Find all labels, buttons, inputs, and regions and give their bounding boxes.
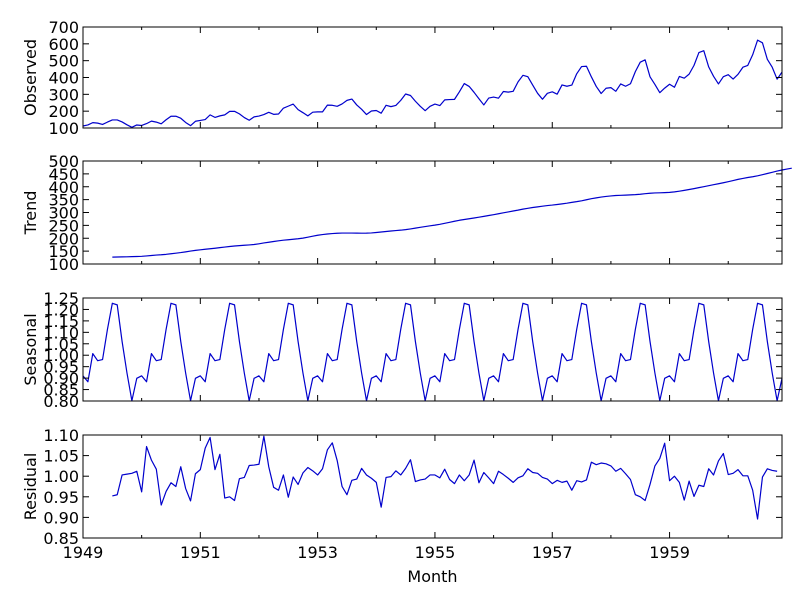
y-tick-label: 450 — [48, 165, 79, 184]
y-tick-label: 0.95 — [43, 358, 79, 377]
y-tick-label: 200 — [48, 102, 79, 121]
y-tick-label: 400 — [48, 178, 79, 197]
y-tick-label: 1.00 — [43, 467, 79, 486]
plot-frame — [82, 297, 783, 402]
y-tick-label: 500 — [48, 152, 79, 171]
series-line-residual — [112, 435, 778, 520]
y-tick-label: 200 — [48, 229, 79, 248]
x-tick-label: 1959 — [649, 543, 690, 562]
y-tick-label: 700 — [48, 18, 79, 37]
y-axis-label: Observed — [21, 39, 40, 116]
y-tick-label: 100 — [48, 119, 79, 138]
y-tick-label: 0.95 — [43, 488, 79, 507]
y-tick-label: 150 — [48, 242, 79, 261]
y-tick-label: 1.05 — [43, 447, 79, 466]
plot-frame — [82, 160, 783, 265]
y-tick-label: 600 — [48, 35, 79, 54]
y-tick-label: 500 — [48, 52, 79, 71]
y-tick-label: 1.25 — [43, 289, 79, 308]
y-axis-label: Trend — [21, 191, 40, 236]
y-tick-label: 1.05 — [43, 335, 79, 354]
y-tick-label: 400 — [48, 69, 79, 88]
y-tick-label: 1.10 — [43, 426, 79, 445]
series-line-seasonal — [82, 302, 783, 402]
y-tick-label: 0.85 — [43, 381, 79, 400]
series-line-observed — [82, 39, 783, 128]
y-tick-label: 1.20 — [43, 300, 79, 319]
y-tick-label: 1.15 — [43, 312, 79, 331]
y-tick-label: 1.10 — [43, 323, 79, 342]
y-axis-label: Seasonal — [21, 313, 40, 385]
y-tick-label: 0.85 — [43, 529, 79, 548]
y-tick-label: 350 — [48, 191, 79, 210]
y-tick-label: 0.90 — [43, 508, 79, 527]
x-tick-label: 1957 — [532, 543, 573, 562]
y-tick-label: 300 — [48, 85, 79, 104]
plot-frame — [82, 26, 783, 129]
y-tick-label: 1.00 — [43, 346, 79, 365]
y-tick-label: 0.90 — [43, 369, 79, 388]
x-tick-label: 1955 — [415, 543, 456, 562]
y-tick-label: 300 — [48, 204, 79, 223]
x-tick-label: 1951 — [180, 543, 221, 562]
x-tick-label: 1953 — [297, 543, 338, 562]
panel-seasonal: 0.800.850.900.951.001.051.101.151.201.25… — [21, 289, 783, 411]
x-tick-label: 1949 — [63, 543, 104, 562]
y-tick-label: 100 — [48, 255, 79, 274]
y-tick-label: 250 — [48, 216, 79, 235]
plot-frame — [82, 434, 783, 539]
y-tick-label: 0.80 — [43, 392, 79, 411]
y-axis-label: Residual — [21, 453, 40, 521]
series-line-trend — [112, 167, 792, 258]
x-axis-label: Month — [407, 567, 457, 586]
